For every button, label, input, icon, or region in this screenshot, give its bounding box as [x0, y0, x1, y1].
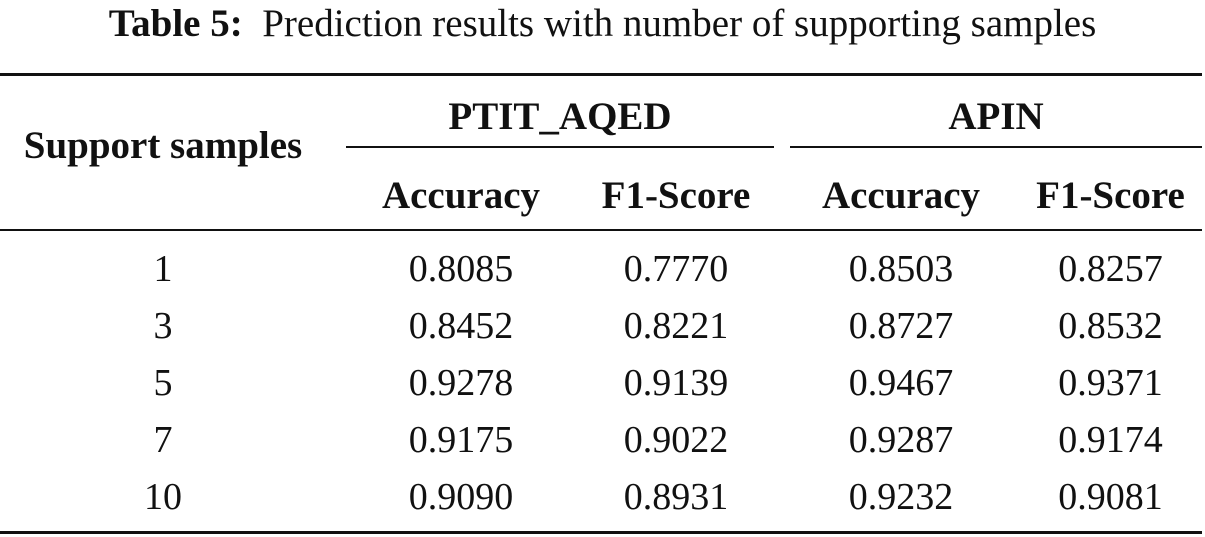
value-cell: 0.8452 [408, 305, 514, 347]
value-cell: 0.9175 [408, 419, 514, 461]
group-rule-apin [790, 146, 1202, 148]
header-bottom-rule [0, 229, 1202, 231]
support-cell: 10 [144, 476, 182, 518]
value-cell: 0.8503 [848, 248, 954, 290]
value-cell: 0.7770 [623, 248, 729, 290]
group-rule-ptit-aqed [346, 146, 774, 148]
value-cell: 0.9467 [848, 362, 954, 404]
value-cell: 0.9022 [623, 419, 729, 461]
subheader-apin-accuracy: Accuracy [821, 174, 981, 217]
value-cell: 0.8085 [408, 248, 514, 290]
table-caption: Table 5: Prediction results with number … [0, 0, 1205, 48]
subheader-apin-f1score: F1-Score [1036, 174, 1185, 217]
support-cell: 5 [153, 362, 173, 404]
value-cell: 0.8727 [848, 305, 954, 347]
value-cell: 0.8532 [1058, 305, 1163, 347]
value-cell: 0.9232 [848, 476, 954, 518]
header-support-samples: Support samples [23, 124, 303, 167]
value-cell: 0.8257 [1058, 248, 1163, 290]
subheader-ptit-accuracy: Accuracy [381, 174, 541, 217]
subheader-ptit-f1score: F1-Score [601, 174, 751, 217]
value-cell: 0.9278 [408, 362, 514, 404]
value-cell: 0.9081 [1058, 476, 1163, 518]
value-cell: 0.9139 [623, 362, 729, 404]
table-top-rule [0, 73, 1202, 76]
table-bottom-rule [0, 531, 1202, 534]
value-cell: 0.8221 [623, 305, 729, 347]
header-group-apin: APIN [948, 95, 1044, 138]
support-cell: 3 [153, 305, 173, 347]
value-cell: 0.9090 [408, 476, 514, 518]
value-cell: 0.9371 [1058, 362, 1163, 404]
value-cell: 0.9174 [1058, 419, 1163, 461]
header-group-ptit-aqed: PTIT_AQED [448, 95, 672, 138]
support-cell: 7 [153, 419, 173, 461]
value-cell: 0.8931 [623, 476, 729, 518]
support-cell: 1 [153, 248, 173, 290]
value-cell: 0.9287 [848, 419, 954, 461]
table-caption-label: Table 5: [108, 2, 243, 45]
table-caption-text: Prediction results with number of suppor… [262, 2, 1097, 45]
